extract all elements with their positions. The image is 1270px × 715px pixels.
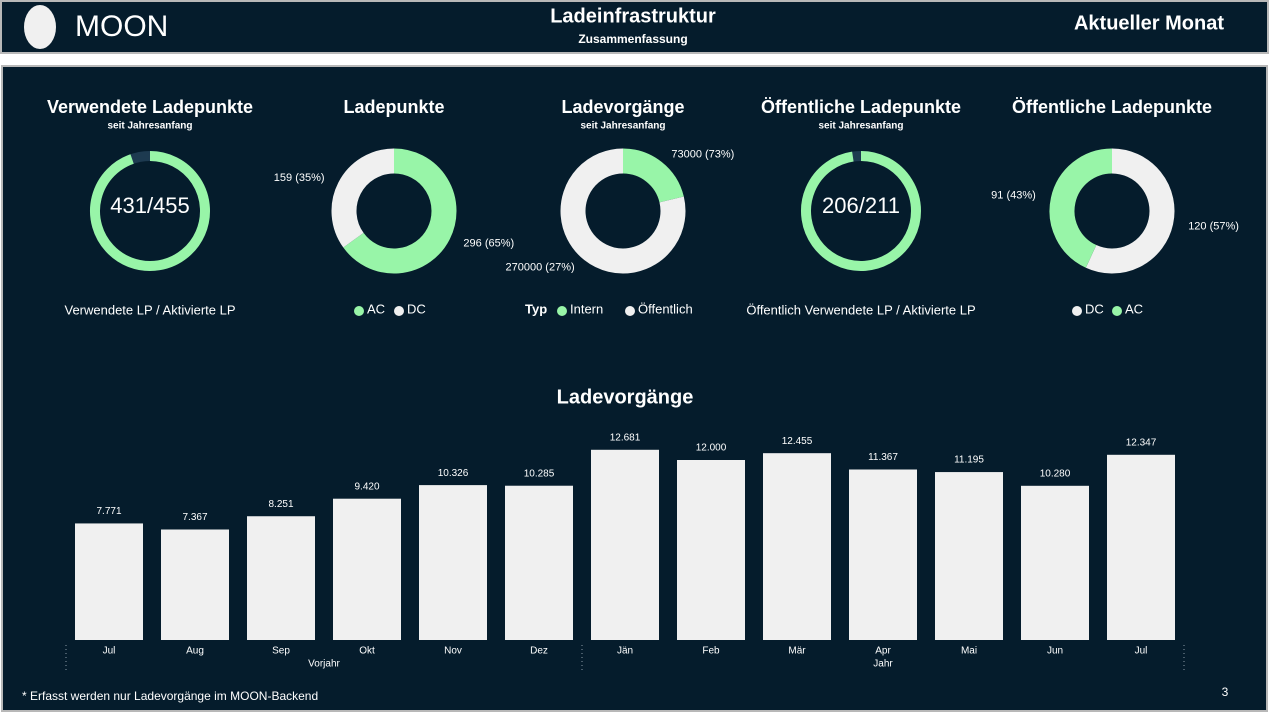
bar-value-label: 10.280 xyxy=(1040,468,1071,479)
bar-value-label: 12.681 xyxy=(610,432,641,443)
x-tick-label: Feb xyxy=(702,646,720,657)
x-tick-label: Okt xyxy=(359,646,375,657)
bar xyxy=(763,453,831,640)
x-tick-label: Jun xyxy=(1047,646,1063,657)
legend-label: AC xyxy=(367,301,385,316)
donut-slice xyxy=(622,148,684,203)
x-tick-label: Sep xyxy=(272,646,290,657)
legend-dot xyxy=(557,306,567,316)
legend-label: Öffentlich xyxy=(638,301,693,316)
logo-mark xyxy=(24,5,56,49)
x-tick-label: Nov xyxy=(444,646,462,657)
period: Aktueller Monat xyxy=(1074,12,1224,34)
header-title: Ladeinfrastruktur xyxy=(550,5,716,27)
chart-subtitle: seit Jahresanfang xyxy=(818,121,903,132)
legend-dot xyxy=(1072,306,1082,316)
legend-label: Intern xyxy=(570,301,603,316)
bar xyxy=(161,529,229,640)
chart-title: Öffentliche Ladepunkte xyxy=(761,97,961,117)
bar xyxy=(247,516,315,640)
chart-title: Öffentliche Ladepunkte xyxy=(1012,97,1212,117)
donut-slice xyxy=(343,148,457,274)
bar-value-label: 10.285 xyxy=(524,468,555,479)
bar-value-label: 9.420 xyxy=(354,481,379,492)
x-tick-label: Jän xyxy=(617,646,633,657)
group-label: Vorjahr xyxy=(308,659,340,670)
x-tick-label: Mai xyxy=(961,646,977,657)
bar xyxy=(1021,485,1089,640)
bar-value-label: 12.347 xyxy=(1126,437,1157,448)
logo-text: MOON xyxy=(75,10,168,43)
header-subtitle: Zusammenfassung xyxy=(578,32,687,46)
legend-label: DC xyxy=(407,301,426,316)
gauge-arc xyxy=(801,151,921,271)
slice-label: 120 (57%) xyxy=(1188,220,1239,232)
bar-value-label: 8.251 xyxy=(268,499,293,510)
bar xyxy=(1107,454,1175,640)
gauge-caption: Öffentlich Verwendete LP / Aktivierte LP xyxy=(746,302,975,317)
bar-value-label: 7.367 xyxy=(182,512,207,523)
legend-dot xyxy=(1112,306,1122,316)
bar-value-label: 7.771 xyxy=(96,506,121,517)
x-tick-label: Jul xyxy=(1135,646,1148,657)
bar xyxy=(333,498,401,640)
bar xyxy=(591,449,659,640)
chart-title: Verwendete Ladepunkte xyxy=(47,97,253,117)
bar-value-label: 11.367 xyxy=(868,452,898,463)
chart-title: Ladevorgänge xyxy=(561,97,684,117)
page-number: 3 xyxy=(1222,685,1229,699)
gauge-value: 206/211 xyxy=(822,193,900,218)
donut-slice xyxy=(1085,148,1175,274)
x-tick-label: Apr xyxy=(875,646,891,657)
x-tick-label: Dez xyxy=(530,646,548,657)
bar-value-label: 12.455 xyxy=(782,436,813,447)
gauge-arc xyxy=(90,151,210,271)
bar xyxy=(505,485,573,640)
slice-label: 296 (65%) xyxy=(463,238,514,250)
slice-label: 159 (35%) xyxy=(274,172,325,184)
slice-label: 73000 (73%) xyxy=(671,148,734,160)
chart-subtitle: seit Jahresanfang xyxy=(107,121,192,132)
donut-slice xyxy=(331,148,395,248)
legend-title: Typ xyxy=(525,301,547,316)
bar-value-label: 11.195 xyxy=(954,455,984,466)
bar xyxy=(935,472,1003,640)
bar xyxy=(419,485,487,640)
group-label: Jahr xyxy=(873,659,893,670)
slice-label: 270000 (27%) xyxy=(506,261,575,273)
chart-title: Ladepunkte xyxy=(343,97,444,117)
legend-dot xyxy=(625,306,635,316)
chart-subtitle: seit Jahresanfang xyxy=(580,121,665,132)
legend-label: AC xyxy=(1125,301,1143,316)
x-tick-label: Jul xyxy=(103,646,116,657)
bar xyxy=(677,460,745,640)
bar-value-label: 12.000 xyxy=(696,443,727,454)
legend-dot xyxy=(394,306,404,316)
gauge-value: 431/455 xyxy=(110,193,190,218)
bar xyxy=(849,469,917,640)
gauge-caption: Verwendete LP / Aktivierte LP xyxy=(64,302,235,317)
chart-title: Ladevorgänge xyxy=(557,386,694,408)
bar xyxy=(75,523,143,640)
legend-label: DC xyxy=(1085,301,1104,316)
x-tick-label: Mär xyxy=(788,646,806,657)
legend-dot xyxy=(354,306,364,316)
donut-slice xyxy=(1049,148,1113,268)
footnote: * Erfasst werden nur Ladevorgänge im MOO… xyxy=(22,689,318,703)
slice-label: 91 (43%) xyxy=(991,189,1036,201)
donut-slice xyxy=(560,148,686,274)
x-tick-label: Aug xyxy=(186,646,204,657)
bar-value-label: 10.326 xyxy=(438,468,469,479)
header-bar xyxy=(0,0,1269,54)
